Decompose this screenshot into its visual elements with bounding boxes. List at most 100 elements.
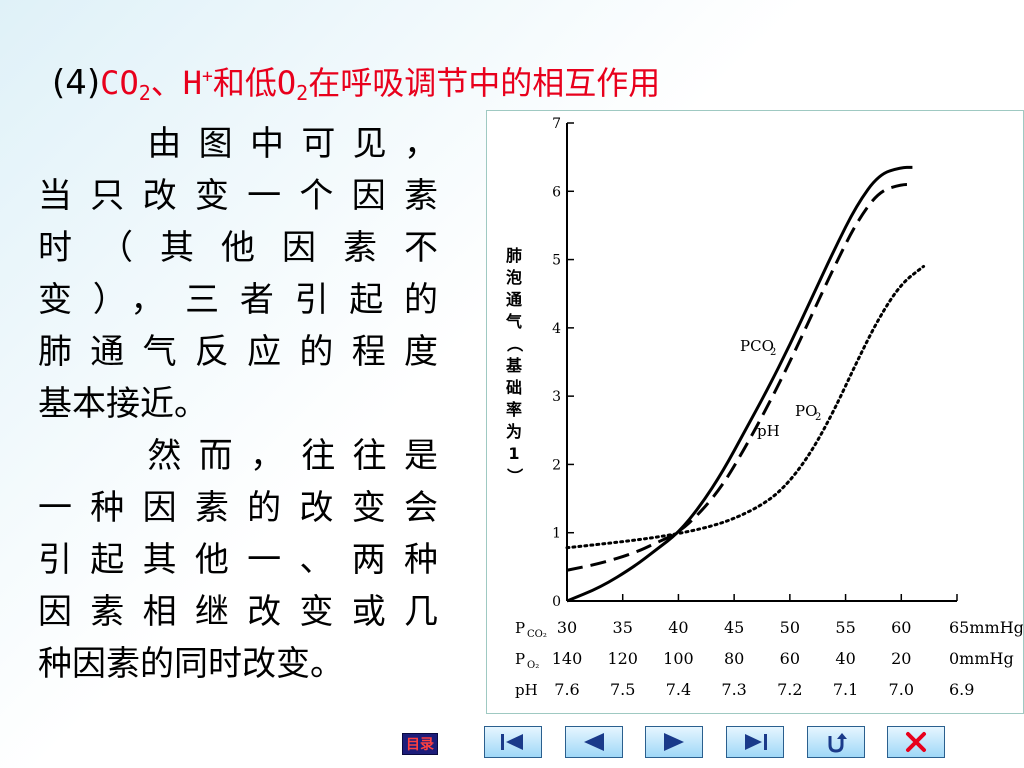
title-rest: 在呼吸调节中的相互作用 [308, 64, 661, 102]
return-arrow-icon [828, 733, 847, 753]
body-text-line-content: 由图中可见， [130, 124, 438, 164]
x-axis-row-label: P [515, 619, 525, 637]
y-tick-label: 5 [552, 253, 561, 269]
x-tick-label: 40 [835, 649, 855, 668]
body-text-line-content: 变），三者引起的 [38, 280, 438, 320]
body-text-line: 一种因素的改变会 [38, 482, 438, 534]
series-label: PCO [740, 337, 774, 355]
x-tick-label: 7.4 [666, 680, 691, 699]
ventilation-chart: 0 1 2 3 4 5 6 7 肺泡通气（基础率为 1） P CO₂ 30 35 40 45 50 55 60 65m… [486, 110, 1024, 714]
x-tick-label: 100 [663, 649, 694, 668]
menu-button-label: 目录 [406, 737, 434, 753]
y-axis-label-char: 础 [506, 378, 522, 397]
close-x-icon [906, 732, 926, 752]
body-text-line: 引起其他一、两种 [38, 534, 438, 586]
title-sep: 、H [150, 64, 203, 102]
y-axis-label-char: 率 [506, 400, 522, 419]
y-axis-label-char: 基 [505, 356, 523, 375]
x-tick-label: 6.9 [949, 680, 974, 699]
x-tick-label: 7.2 [777, 680, 802, 699]
return-button[interactable] [807, 726, 865, 758]
x-tick-label: 55 [835, 618, 855, 637]
y-axis-label-char: 泡 [506, 268, 522, 287]
body-text-line-content: 然而，往往是 [130, 436, 438, 476]
x-tick-label: 50 [780, 618, 800, 637]
series-line-dashed [566, 182, 913, 572]
y-tick-label: 4 [552, 321, 561, 337]
menu-button[interactable]: 目录 [402, 733, 438, 755]
y-tick-label: 6 [552, 184, 561, 200]
x-tick-label: 30 [557, 618, 577, 637]
x-tick-label: 45 [724, 618, 744, 637]
first-slide-button[interactable] [484, 726, 542, 758]
x-tick-label: 60 [780, 649, 800, 668]
x-tick-label: 120 [607, 649, 638, 668]
x-axis-row-label: P [515, 650, 525, 668]
series-line-solid [566, 165, 913, 603]
last-slide-button[interactable] [726, 726, 784, 758]
body-text-line-content: 时（其他因素不 [38, 228, 438, 268]
body-text-line-content: 引起其他一、两种 [38, 540, 438, 580]
title-co-subscript: 2 [138, 81, 151, 105]
body-text-line: 然而，往往是 [38, 430, 438, 482]
title-mid: 和低O [212, 64, 297, 102]
x-tick-label: 20 [891, 649, 911, 668]
previous-slide-button[interactable] [565, 726, 623, 758]
body-text-line: 由图中可见， [38, 118, 438, 170]
series-label: pH [757, 422, 780, 440]
first-slide-icon [501, 734, 523, 750]
slide-title: (4)CO2、H+和低O2在呼吸调节中的相互作用 [52, 52, 661, 105]
y-axis-label-char: 肺 [506, 246, 522, 265]
next-slide-button[interactable] [645, 726, 703, 758]
body-text-line-content: 当只改变一个因素 [38, 176, 438, 216]
title-o-subscript: 2 [296, 81, 309, 105]
x-tick-label: 7.1 [833, 680, 858, 699]
body-text-line-content: 种因素的同时改变。 [38, 644, 344, 684]
x-axis-row-label-subscript: O₂ [527, 660, 539, 671]
y-axis-label-char: 通 [506, 290, 522, 309]
series-label: PO [795, 402, 817, 420]
x-tick-label: 7.3 [721, 680, 746, 699]
title-h-superscript: + [202, 66, 213, 87]
y-tick-label: 3 [552, 389, 561, 405]
y-tick-label: 1 [552, 526, 561, 542]
y-axis-label-char: ） [505, 468, 524, 484]
body-text-line-content: 因素相继改变或几 [38, 592, 438, 632]
body-text-line-content: 基本接近。 [38, 384, 208, 424]
x-tick-label: 140 [552, 649, 583, 668]
x-axis-row-label-subscript: CO₂ [527, 629, 547, 640]
x-tick-label: 65mmHg [949, 618, 1023, 637]
y-axis-label-char: （ [505, 336, 524, 352]
x-tick-label: 60 [891, 618, 911, 637]
series-label-subscript: 2 [815, 412, 821, 423]
y-tick-label: 2 [552, 457, 561, 473]
body-text-line-content: 肺通气反应的程度 [38, 332, 438, 372]
x-axis-row-label: pH [515, 681, 538, 699]
x-tick-label: 0mmHg [949, 649, 1014, 668]
body-text-line-content: 一种因素的改变会 [38, 488, 438, 528]
x-tick-label: 40 [668, 618, 688, 637]
close-button[interactable] [887, 726, 945, 758]
body-text-line: 肺通气反应的程度 [38, 326, 438, 378]
body-text-line: 种因素的同时改变。 [38, 638, 438, 690]
next-slide-icon [664, 733, 684, 751]
y-tick-label: 7 [552, 116, 561, 132]
body-text-line: 因素相继改变或几 [38, 586, 438, 638]
body-text-line: 时（其他因素不 [38, 222, 438, 274]
body-text-line: 当只改变一个因素 [38, 170, 438, 222]
y-axis-label-char: 气 [505, 312, 522, 331]
x-tick-label: 7.0 [889, 680, 914, 699]
y-axis-label-char: 为 [506, 422, 522, 441]
body-text-line: 变），三者引起的 [38, 274, 438, 326]
title-co: CO [100, 64, 139, 102]
series-label-subscript: 2 [770, 347, 776, 358]
title-prefix: (4) [52, 63, 101, 103]
y-axis-label-char: 1 [508, 444, 519, 463]
previous-slide-icon [584, 733, 604, 751]
y-tick-label: 0 [552, 594, 561, 610]
x-tick-label: 7.6 [554, 680, 579, 699]
body-text-line: 基本接近。 [38, 378, 438, 430]
x-tick-label: 80 [724, 649, 744, 668]
series-line-dotted [565, 264, 926, 550]
